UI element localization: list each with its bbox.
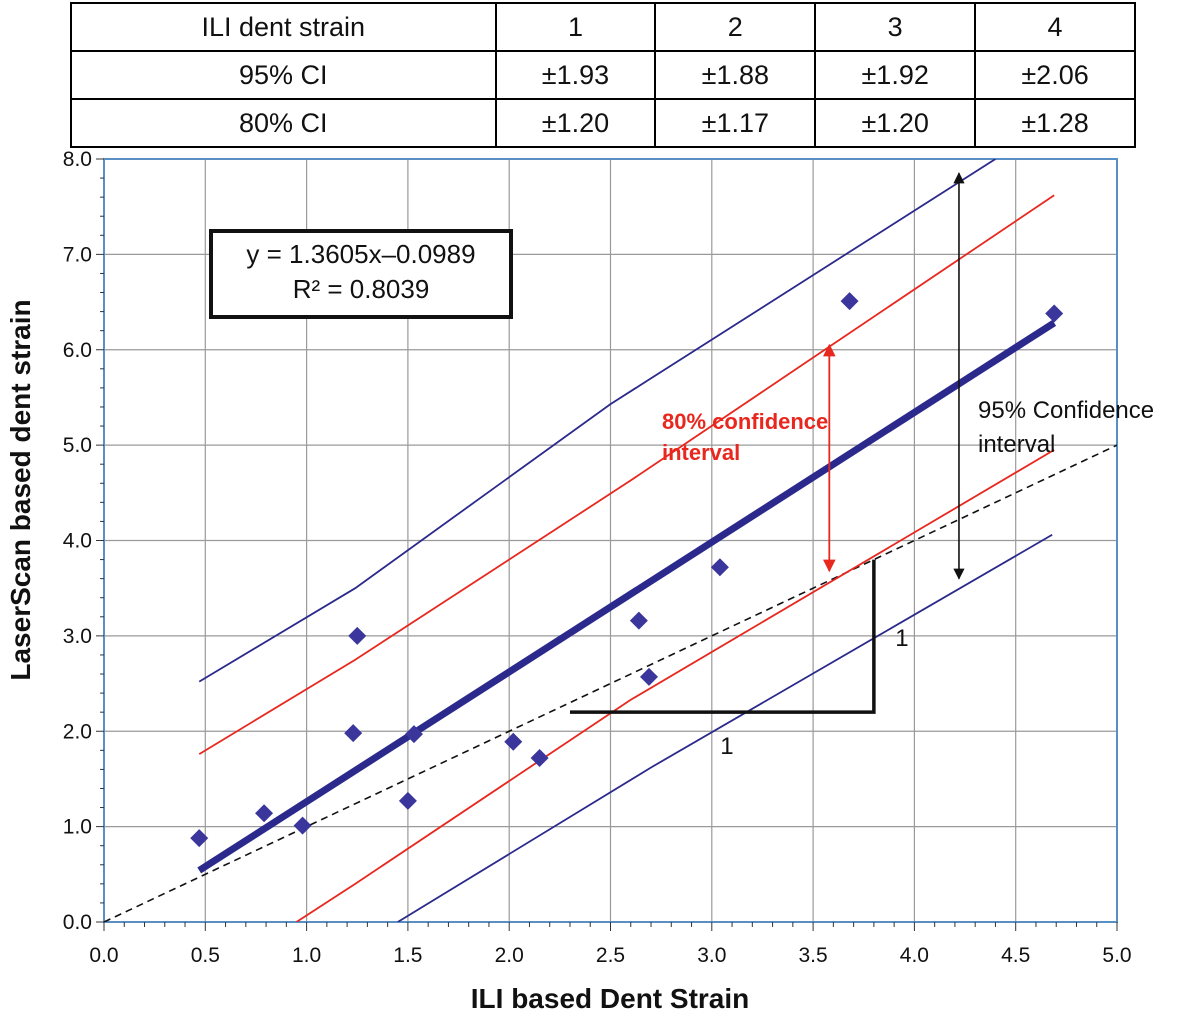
x-tick-label: 1.5 [393, 944, 422, 967]
table-cell: ±1.92 [814, 50, 977, 100]
y-tick-label: 2.0 [63, 720, 92, 743]
data-point [348, 626, 367, 645]
table-header-cell: 4 [974, 2, 1136, 52]
x-tick-label: 3.5 [798, 944, 827, 967]
y-axis-title: LaserScan based dent strain [5, 299, 36, 680]
ci-80-label: interval [662, 440, 740, 465]
table-header-cell: 1 [494, 2, 657, 52]
table-header-cell: ILI dent strain [70, 2, 497, 52]
ci-95-lower-line [397, 533, 1053, 922]
x-tick-label: 3.0 [697, 944, 726, 967]
table-row: 80% CI ±1.20 ±1.17 ±1.20 ±1.28 [70, 98, 1136, 148]
y-tick-label: 7.0 [63, 243, 92, 266]
table-cell: ±1.20 [814, 98, 977, 148]
data-point [840, 292, 859, 311]
table-header-row: ILI dent strain 1 2 3 4 [70, 2, 1136, 52]
axis-ticks: 0.0 0.5 1.0 1.5 2.0 2.5 3.0 3.5 4.0 4.5 5.0 0.0 1.0 2… [63, 148, 1132, 967]
y-tick-label: 4.0 [63, 530, 92, 553]
y-tick-label: 0.0 [63, 911, 92, 934]
r-squared-label: R² = 0.8039 [293, 274, 430, 304]
data-point [639, 667, 658, 686]
table-cell: ±1.88 [654, 50, 817, 100]
confidence-interval-table: ILI dent strain 1 2 3 4 95% CI ±1.93 ±1.… [70, 2, 1136, 148]
data-point [530, 748, 549, 767]
x-tick-label: 0.0 [89, 944, 118, 967]
y-tick-label: 6.0 [63, 339, 92, 362]
x-tick-label: 5.0 [1102, 944, 1131, 967]
y-tick-label: 3.0 [63, 625, 92, 648]
data-point [1045, 304, 1064, 323]
table-header-cell: 2 [654, 2, 817, 52]
data-point [404, 725, 423, 744]
table-row: 95% CI ±1.93 ±1.88 ±1.92 ±2.06 [70, 50, 1136, 100]
ci-80-label: 80% confidence [662, 409, 828, 434]
data-point [504, 732, 523, 751]
data-point [344, 724, 363, 743]
table-cell: 95% CI [70, 50, 497, 100]
x-tick-label: 4.0 [900, 944, 929, 967]
data-point [710, 558, 729, 577]
x-tick-label: 4.5 [1001, 944, 1030, 967]
table-cell: ±1.28 [974, 98, 1136, 148]
table-cell: ±2.06 [974, 50, 1136, 100]
y-tick-label: 8.0 [63, 148, 92, 171]
x-tick-label: 2.5 [596, 944, 625, 967]
slope-triangle [569, 559, 876, 714]
x-tick-label: 2.0 [495, 944, 524, 967]
series-lines [104, 159, 1117, 922]
table-cell: ±1.20 [494, 98, 657, 148]
y-tick-label: 1.0 [63, 816, 92, 839]
ci-95-upper-line [198, 159, 996, 683]
table-header-cell: 3 [814, 2, 977, 52]
slope-run-label: 1 [720, 733, 733, 760]
data-point [629, 611, 648, 630]
y-tick-label: 5.0 [63, 434, 92, 457]
x-tick-label: 0.5 [191, 944, 220, 967]
ci-95-label: interval [978, 431, 1055, 458]
ci-80-lower-line [295, 449, 1055, 922]
data-points [190, 292, 1064, 848]
ci-95-label: 95% Confidence [978, 397, 1154, 424]
slope-rise-label: 1 [895, 625, 908, 652]
data-point [293, 816, 312, 835]
regression-equation: y = 1.3605x–0.0989 [246, 239, 475, 269]
x-tick-label: 1.0 [292, 944, 321, 967]
data-point [190, 829, 209, 848]
regression-equation-box: y = 1.3605x–0.0989 R² = 0.8039 [209, 229, 513, 319]
annotations: 1 1 95% Confidence interval 80% confidence in… [569, 172, 1154, 760]
regression-line [197, 319, 1057, 874]
unity-line [104, 444, 1117, 922]
table-cell: ±1.17 [654, 98, 817, 148]
table-cell: ±1.93 [494, 50, 657, 100]
ci-80-upper-line [198, 194, 1055, 755]
table-cell: 80% CI [70, 98, 497, 148]
data-point [255, 804, 274, 823]
data-point [398, 791, 417, 810]
x-axis-title: ILI based Dent Strain [471, 983, 750, 1014]
